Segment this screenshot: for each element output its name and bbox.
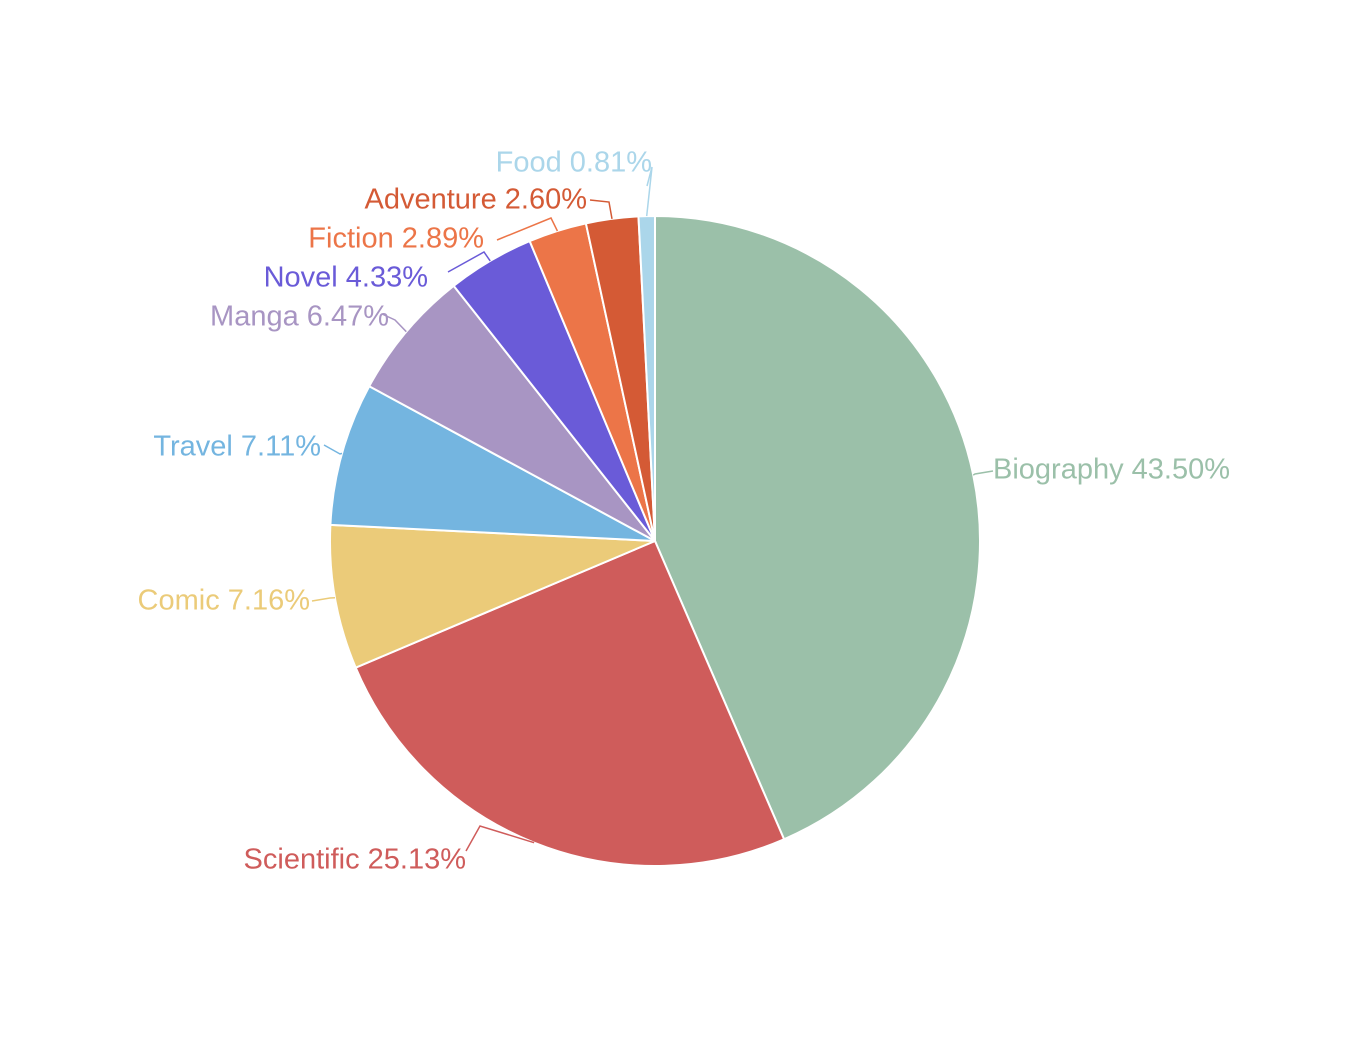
slice-label-biography: Biography 43.50% (993, 454, 1230, 486)
leader-line-adventure (589, 199, 613, 220)
slice-label-adventure: Adventure 2.60% (365, 184, 587, 216)
pie-slice-travel (329, 384, 656, 542)
slice-label-travel: Travel 7.11% (153, 431, 321, 463)
leader-lines-layer (311, 166, 994, 852)
slice-label-manga: Manga 6.47% (210, 301, 389, 333)
slice-label-food: Food 0.81% (496, 147, 652, 179)
labels-layer: Biography 43.50% Scientific 25.13% Comic 7… (138, 147, 1230, 876)
leader-line-scientific (465, 825, 535, 852)
leader-line-comic (311, 596, 336, 602)
leader-line-travel (323, 444, 343, 455)
slice-label-comic: Comic 7.16% (138, 585, 310, 617)
pie-slice-food (637, 214, 656, 542)
leader-line-food (645, 166, 653, 217)
slices-layer (329, 214, 981, 867)
leader-line-manga (381, 313, 407, 333)
pie-slice-scientific (354, 539, 786, 867)
slice-label-fiction: Fiction 2.89% (308, 223, 484, 255)
slice-label-novel: Novel 4.33% (264, 262, 428, 294)
leader-line-biography (972, 470, 994, 476)
leader-line-novel (447, 251, 491, 273)
slice-label-scientific: Scientific 25.13% (244, 844, 466, 876)
pie-slice-manga (367, 284, 656, 542)
leader-line-fiction (496, 217, 559, 241)
